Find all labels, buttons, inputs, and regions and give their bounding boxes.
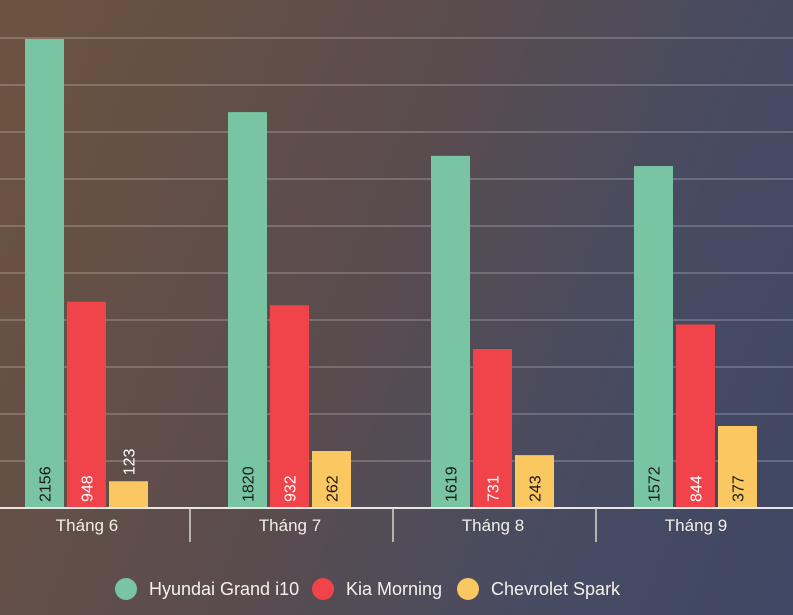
data-label: 2156: [38, 466, 55, 502]
bar: [473, 348, 512, 508]
data-label: 1572: [647, 466, 664, 502]
bar: [431, 155, 470, 508]
x-tick-label: Tháng 7: [259, 516, 321, 535]
legend-label: Hyundai Grand i10: [149, 579, 299, 599]
bar: [312, 451, 351, 508]
data-label: 1820: [241, 466, 258, 502]
bar: [25, 39, 64, 508]
x-tick-label: Tháng 9: [665, 516, 727, 535]
data-label: 243: [528, 475, 545, 502]
data-label: 377: [731, 475, 748, 502]
bar: [67, 301, 106, 508]
data-label: 844: [689, 475, 706, 502]
legend-label: Kia Morning: [346, 579, 442, 599]
x-tick-label: Tháng 6: [56, 516, 118, 535]
bar: [515, 455, 554, 508]
bar: [676, 324, 715, 508]
bar: [228, 112, 267, 508]
data-label: 731: [486, 475, 503, 502]
legend-swatch: [312, 578, 334, 600]
data-label: 123: [122, 448, 139, 475]
bar: [718, 425, 757, 508]
bar: [109, 481, 148, 508]
legend-swatch: [115, 578, 137, 600]
data-label: 1619: [444, 466, 461, 502]
legend-swatch: [457, 578, 479, 600]
data-label: 262: [325, 475, 342, 502]
data-label: 948: [80, 475, 97, 502]
legend-label: Chevrolet Spark: [491, 579, 621, 599]
data-label: 932: [283, 475, 300, 502]
bar: [634, 166, 673, 509]
x-tick-label: Tháng 8: [462, 516, 524, 535]
bar: [270, 305, 309, 508]
